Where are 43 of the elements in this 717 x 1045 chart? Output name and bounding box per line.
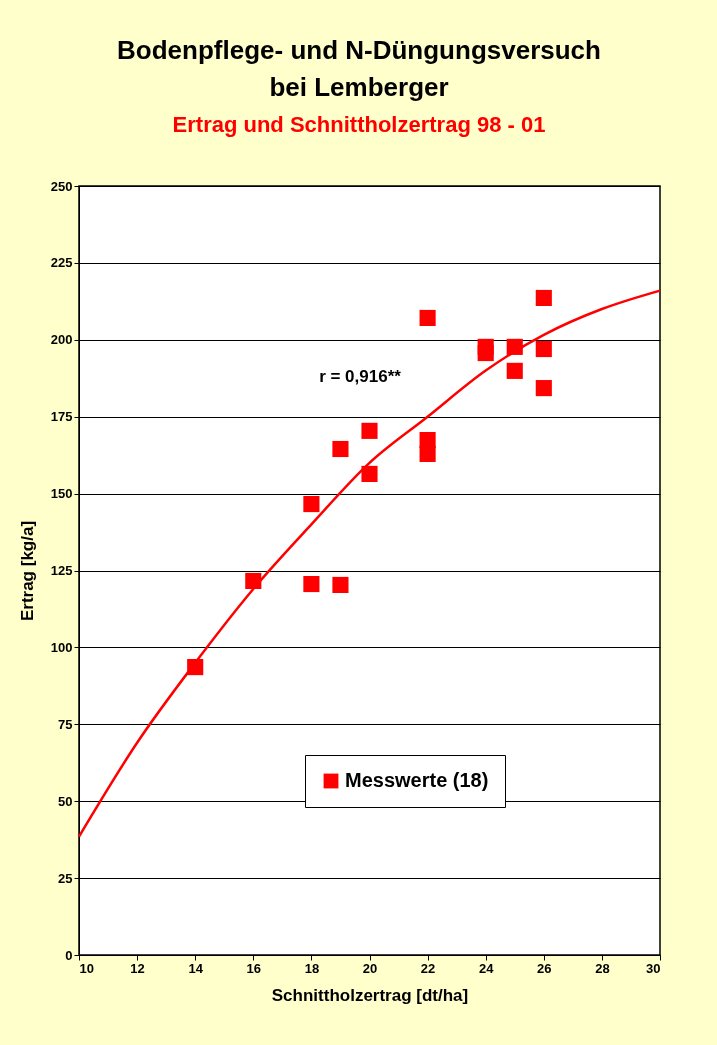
point bbox=[506, 362, 523, 379]
y-axis-title: Ertrag [kg/a] bbox=[17, 520, 37, 622]
x-tick-label: 24 bbox=[478, 960, 495, 976]
y-tick-label: 0 bbox=[65, 947, 73, 963]
x-tick-label: 14 bbox=[188, 960, 204, 976]
y-tick-label: 125 bbox=[50, 563, 73, 578]
y-tick-label: 175 bbox=[50, 409, 73, 425]
legend-label: Messwerte (18) bbox=[345, 769, 489, 791]
point bbox=[419, 309, 436, 327]
point bbox=[332, 576, 349, 594]
y-tick-label: 150 bbox=[50, 486, 73, 502]
point bbox=[332, 440, 349, 458]
point bbox=[419, 445, 436, 462]
y-tick-label: 75 bbox=[58, 716, 73, 732]
y-tick-label: 250 bbox=[50, 178, 73, 194]
point bbox=[303, 496, 320, 513]
line-series bbox=[77, 289, 662, 838]
y-tick-label: 100 bbox=[50, 639, 73, 655]
y-tick-label: 225 bbox=[50, 255, 73, 271]
point bbox=[361, 465, 378, 482]
chart-subtitle: Ertrag und Schnittholzertrag 98 - 01 bbox=[172, 112, 546, 137]
point bbox=[477, 344, 494, 362]
x-tick-label: 16 bbox=[246, 960, 262, 976]
x-tick-label: 26 bbox=[537, 960, 552, 976]
x-tick-label: 10 bbox=[79, 960, 94, 976]
x-tick-label: 20 bbox=[362, 960, 378, 976]
y-tick-label: 25 bbox=[58, 870, 73, 886]
point bbox=[535, 289, 552, 307]
text: Bodenpflege- und N-Düngungsversuch bbox=[117, 35, 601, 65]
x-axis-title: Schnittholzertrag [dt/ha] bbox=[271, 985, 469, 1005]
point bbox=[303, 575, 320, 593]
x-tick-label: 18 bbox=[304, 960, 320, 976]
text: bei Lemberger bbox=[269, 72, 449, 102]
x-tick-label: 22 bbox=[420, 960, 436, 976]
point bbox=[361, 422, 378, 439]
x-tick-label: 28 bbox=[595, 960, 610, 976]
point bbox=[535, 340, 552, 358]
point bbox=[535, 380, 552, 397]
x-tick-label: 30 bbox=[646, 960, 661, 976]
y-tick-label: 50 bbox=[58, 793, 73, 809]
annotation: r = 0,916** bbox=[319, 367, 402, 386]
x-tick-label: 12 bbox=[130, 960, 145, 976]
y-tick-label: 200 bbox=[50, 332, 73, 348]
